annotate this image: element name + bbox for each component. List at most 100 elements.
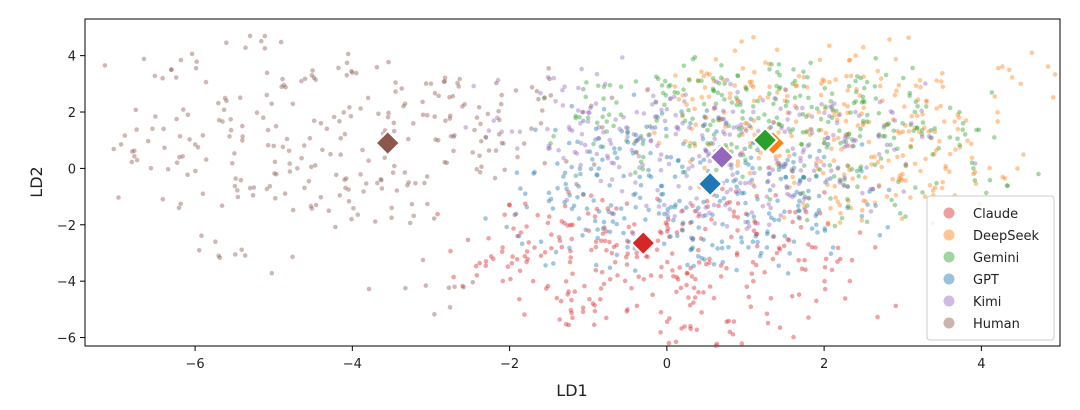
data-point	[1015, 166, 1020, 171]
data-point	[735, 170, 740, 175]
data-point	[817, 57, 823, 63]
data-point	[534, 88, 540, 94]
data-point	[682, 118, 688, 124]
centroid-gemini	[751, 126, 779, 154]
data-point	[694, 208, 699, 214]
data-point	[814, 222, 819, 228]
data-point	[583, 227, 588, 233]
data-point	[532, 245, 537, 250]
data-point	[386, 110, 391, 116]
data-point	[712, 221, 718, 226]
data-point	[863, 199, 868, 204]
data-point	[789, 168, 795, 174]
data-point	[861, 74, 866, 79]
data-point	[594, 262, 599, 268]
data-point	[782, 209, 787, 214]
data-point	[822, 190, 827, 195]
data-point	[393, 80, 398, 85]
data-point	[724, 224, 730, 229]
data-point	[767, 91, 772, 96]
data-point	[614, 155, 620, 161]
data-point	[659, 264, 664, 270]
data-point	[199, 233, 204, 238]
data-point	[309, 206, 315, 211]
data-point	[653, 99, 658, 105]
data-point	[872, 84, 878, 89]
data-point	[908, 143, 913, 149]
data-point	[688, 159, 693, 164]
data-point	[838, 140, 843, 146]
data-point	[374, 64, 380, 70]
data-point	[817, 148, 822, 154]
data-point	[625, 134, 630, 140]
data-point	[375, 180, 380, 186]
data-point	[635, 137, 641, 142]
data-point	[735, 215, 741, 220]
data-point	[235, 188, 240, 193]
data-point	[784, 184, 789, 189]
data-point	[735, 163, 740, 168]
data-point	[687, 144, 692, 149]
data-point	[846, 58, 852, 63]
data-point	[664, 222, 670, 228]
data-point	[625, 307, 630, 312]
data-point	[872, 154, 877, 159]
data-point	[653, 100, 659, 105]
data-point	[662, 202, 667, 208]
data-point	[617, 126, 622, 132]
data-point	[411, 213, 417, 219]
data-point	[957, 144, 963, 150]
data-point	[914, 125, 920, 130]
data-point	[738, 180, 743, 186]
data-point	[896, 179, 901, 185]
data-point	[287, 161, 293, 166]
data-point	[595, 227, 600, 232]
data-point	[675, 158, 681, 164]
data-point	[752, 132, 757, 138]
data-point	[769, 61, 774, 67]
data-point	[354, 70, 359, 76]
data-point	[557, 317, 562, 322]
data-point	[853, 137, 858, 143]
data-point	[738, 151, 743, 157]
data-point	[447, 95, 452, 100]
data-point	[796, 73, 802, 79]
data-point	[690, 163, 695, 169]
data-point	[763, 60, 768, 65]
data-point	[834, 120, 840, 126]
data-point	[916, 129, 922, 135]
data-point	[965, 138, 970, 144]
data-point	[939, 79, 944, 84]
data-point	[622, 278, 628, 284]
data-point	[891, 128, 897, 134]
data-point	[548, 196, 554, 202]
data-point	[940, 84, 946, 90]
data-point	[822, 286, 828, 292]
data-point	[845, 203, 851, 209]
data-point	[744, 128, 749, 133]
data-point	[451, 148, 456, 154]
data-point	[333, 172, 339, 178]
data-point	[529, 126, 534, 131]
data-point	[680, 208, 685, 213]
data-point	[337, 193, 343, 198]
data-point	[767, 67, 772, 72]
data-point	[645, 86, 651, 92]
data-point	[625, 125, 630, 131]
data-point	[407, 220, 413, 226]
data-point	[629, 147, 635, 153]
data-point	[569, 310, 574, 316]
data-point	[782, 129, 788, 135]
data-point	[804, 203, 810, 208]
y-tick-label: −6	[57, 332, 76, 347]
data-point	[538, 91, 543, 96]
data-point	[887, 37, 892, 42]
data-point	[587, 149, 593, 154]
data-point	[838, 256, 843, 262]
data-point	[514, 257, 520, 262]
data-point	[825, 182, 830, 188]
data-point	[474, 115, 480, 120]
data-point	[716, 115, 721, 120]
data-point	[660, 191, 666, 197]
data-point	[972, 161, 978, 166]
